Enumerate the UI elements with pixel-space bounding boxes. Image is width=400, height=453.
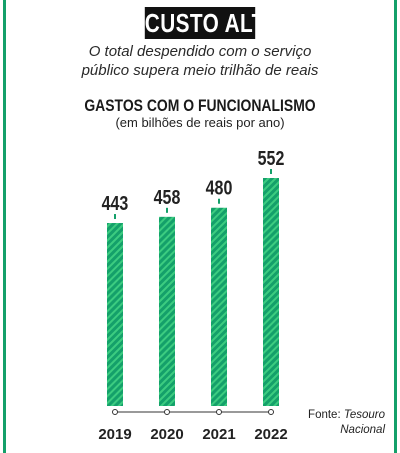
data-label-2021: 480 [206,177,233,199]
subtitle: O total despendido com o serviço público… [20,42,380,80]
subtitle-line-1: O total despendido com o serviço [88,43,312,60]
source-name-1: Tesouro [343,409,385,421]
source-name-2: Nacional [340,424,385,436]
axis-marker-2022 [268,409,274,415]
axis-marker-2020 [164,409,170,415]
axis-marker-2019 [112,409,118,415]
source-note: Fonte: Tesouro Nacional [300,408,385,438]
bar-2020 [159,216,175,406]
tick-label-2020: 2020 [150,426,183,443]
right-accent-rule [394,0,397,453]
left-accent-rule [3,0,6,453]
tick-label-2019: 2019 [98,426,131,443]
source-label: Fonte: [308,409,341,421]
data-label-2022: 552 [258,147,285,169]
bar-2022 [263,178,279,406]
data-label-2019: 443 [102,192,129,214]
chart-title: GASTOS COM O FUNCIONALISMO [84,96,316,115]
chart-subtitle: (em bilhões de reais por ano) [115,115,285,130]
tick-label-2021: 2021 [202,426,235,443]
bar-2021 [211,207,227,406]
tick-label-2022: 2022 [254,426,287,443]
subtitle-line-2: público supera meio trilhão de reais [81,62,319,79]
data-label-2020: 458 [154,186,181,208]
bar-2019 [107,223,123,406]
axis-marker-2021 [216,409,222,415]
